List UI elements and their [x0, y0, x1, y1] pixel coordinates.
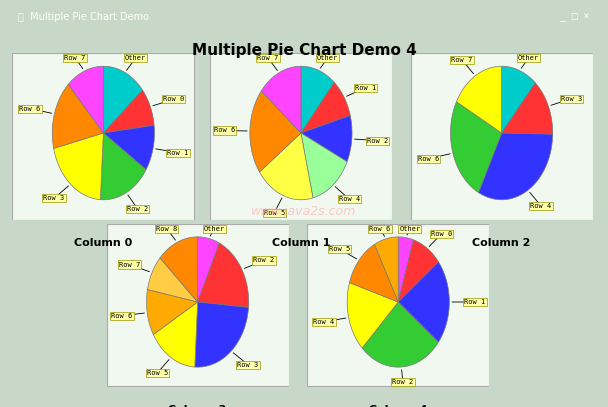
Text: Row 8: Row 8: [156, 226, 178, 232]
Text: Row 7: Row 7: [64, 55, 86, 61]
Polygon shape: [52, 85, 103, 149]
Text: Row 6: Row 6: [111, 313, 133, 319]
Polygon shape: [148, 258, 198, 302]
FancyBboxPatch shape: [12, 53, 195, 220]
Polygon shape: [301, 133, 347, 198]
Text: Row 6: Row 6: [19, 105, 41, 112]
Polygon shape: [398, 237, 413, 302]
Polygon shape: [103, 66, 142, 133]
Text: Row 2: Row 2: [367, 138, 388, 144]
Text: Row 7: Row 7: [257, 55, 278, 61]
Text: Row 4: Row 4: [530, 203, 551, 209]
FancyBboxPatch shape: [307, 224, 489, 387]
Text: Row 7: Row 7: [452, 57, 473, 63]
Polygon shape: [375, 237, 398, 302]
Text: Column 0: Column 0: [74, 238, 133, 248]
Text: 🔴  Multiple Pie Chart Demo: 🔴 Multiple Pie Chart Demo: [18, 12, 149, 22]
Polygon shape: [301, 83, 350, 133]
Polygon shape: [350, 244, 398, 302]
Text: Column 4: Column 4: [369, 405, 427, 407]
Polygon shape: [301, 66, 334, 133]
Text: Row 6: Row 6: [418, 156, 439, 162]
Text: Row 4: Row 4: [339, 196, 360, 202]
Polygon shape: [103, 90, 154, 133]
Text: Other: Other: [204, 226, 225, 232]
Polygon shape: [347, 282, 398, 348]
Text: Row 6: Row 6: [214, 127, 235, 133]
Text: Column 1: Column 1: [272, 238, 330, 248]
Polygon shape: [457, 66, 502, 133]
Polygon shape: [54, 133, 103, 200]
Text: Row 3: Row 3: [44, 195, 64, 201]
Polygon shape: [198, 243, 249, 307]
Text: Row 4: Row 4: [313, 319, 334, 325]
Text: Row 0: Row 0: [163, 96, 184, 102]
Polygon shape: [261, 66, 301, 133]
Text: Row 2: Row 2: [254, 258, 275, 263]
FancyBboxPatch shape: [106, 224, 289, 387]
Text: Row 5: Row 5: [329, 246, 350, 252]
Polygon shape: [260, 133, 313, 200]
FancyBboxPatch shape: [410, 53, 593, 220]
Polygon shape: [502, 66, 536, 133]
Polygon shape: [301, 116, 352, 162]
Text: Row 1: Row 1: [355, 85, 376, 91]
Polygon shape: [502, 83, 553, 134]
Text: Row 0: Row 0: [431, 231, 452, 236]
Text: Row 7: Row 7: [119, 262, 140, 267]
Text: Other: Other: [317, 55, 338, 61]
Polygon shape: [195, 302, 249, 367]
Text: Row 3: Row 3: [561, 96, 582, 102]
Text: Other: Other: [125, 55, 147, 61]
Text: Other: Other: [399, 226, 420, 232]
Polygon shape: [100, 133, 146, 200]
Text: Column 3: Column 3: [168, 405, 227, 407]
Text: www.java2s.com: www.java2s.com: [251, 205, 357, 218]
Text: Column 2: Column 2: [472, 238, 531, 248]
Text: Row 2: Row 2: [127, 206, 148, 212]
Text: Row 2: Row 2: [392, 379, 413, 385]
Polygon shape: [160, 237, 198, 302]
Text: Row 1: Row 1: [167, 150, 188, 155]
Text: Row 5: Row 5: [147, 370, 168, 376]
Text: Row 5: Row 5: [264, 210, 285, 216]
Text: Row 1: Row 1: [465, 299, 485, 305]
Text: Multiple Pie Chart Demo 4: Multiple Pie Chart Demo 4: [192, 43, 416, 58]
Polygon shape: [153, 302, 198, 367]
Polygon shape: [250, 91, 301, 172]
Polygon shape: [147, 289, 198, 335]
Text: Other: Other: [518, 55, 539, 61]
Polygon shape: [362, 302, 438, 367]
Polygon shape: [398, 262, 449, 342]
Polygon shape: [451, 102, 502, 193]
Polygon shape: [68, 66, 103, 133]
FancyBboxPatch shape: [210, 53, 392, 220]
Polygon shape: [478, 133, 553, 200]
Polygon shape: [103, 125, 154, 170]
Polygon shape: [198, 237, 219, 302]
Text: Row 3: Row 3: [237, 361, 258, 368]
Text: _ □ ×: _ □ ×: [561, 12, 590, 22]
Polygon shape: [398, 240, 438, 302]
Text: Row 6: Row 6: [369, 226, 390, 232]
